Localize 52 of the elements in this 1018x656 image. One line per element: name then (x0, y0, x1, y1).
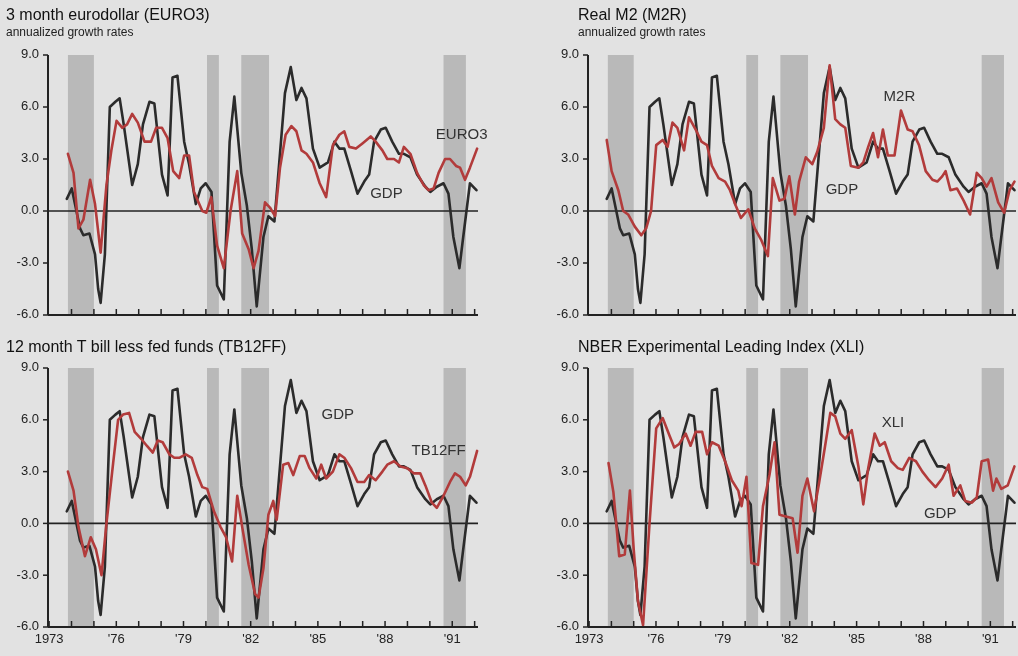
x-tick-label: '91 (443, 631, 461, 646)
chart-title: 12 month T bill less fed funds (TB12FF) (6, 338, 287, 355)
series-label: EURO3 (435, 124, 488, 142)
y-tick-label: 9.0 (20, 359, 39, 375)
x-tick-label: '79 (175, 631, 192, 646)
x-tick-label: '88 (376, 631, 394, 646)
y-tick-label: 0.0 (560, 514, 579, 530)
y-tick-label: 6.0 (560, 411, 579, 427)
y-tick-label: 0.0 (20, 202, 39, 218)
chart-title: NBER Experimental Leading Index (XLI) (578, 338, 865, 355)
y-tick-label: -6.0 (16, 618, 39, 634)
y-tick-label: 0.0 (560, 202, 579, 218)
series-label: GDP (370, 183, 403, 201)
x-tick-label: 1973 (34, 631, 64, 646)
y-tick-label: -3.0 (556, 254, 579, 270)
x-tick-label: '85 (848, 631, 866, 646)
chart-subtitle: annualized growth rates (6, 25, 134, 39)
series-label: GDP (825, 180, 859, 198)
y-tick-label: 6.0 (20, 411, 39, 427)
chart-title: Real M2 (M2R) (578, 6, 687, 23)
y-tick-label: 9.0 (560, 359, 579, 375)
y-tick-label: 3.0 (20, 463, 39, 479)
x-tick-label: '76 (647, 631, 665, 646)
series-label: XLI (881, 413, 905, 431)
series-label: GDP (923, 503, 957, 521)
x-tick-label: '76 (107, 631, 125, 646)
series-label: M2R (883, 86, 916, 104)
y-tick-label: 3.0 (20, 150, 39, 166)
y-tick-label: -3.0 (16, 254, 39, 270)
y-tick-label: -3.0 (556, 566, 579, 582)
x-tick-label: '79 (714, 631, 732, 646)
y-tick-label: -3.0 (16, 566, 39, 582)
x-tick-label: '88 (915, 631, 932, 646)
y-tick-label: -6.0 (556, 306, 579, 322)
x-tick-label: '91 (981, 631, 999, 646)
y-tick-label: 6.0 (20, 98, 39, 114)
series-label: GDP (321, 404, 355, 422)
chart-subtitle: annualized growth rates (578, 25, 706, 39)
y-tick-label: 6.0 (560, 98, 579, 114)
x-tick-label: '85 (309, 631, 327, 646)
y-tick-label: 9.0 (560, 46, 579, 62)
y-tick-label: 3.0 (560, 463, 579, 479)
y-tick-label: 9.0 (20, 46, 39, 62)
y-tick-label: -6.0 (16, 306, 39, 322)
x-tick-label: '82 (781, 631, 799, 646)
y-tick-label: 3.0 (560, 150, 579, 166)
chart-title: 3 month eurodollar (EURO3) (6, 6, 210, 23)
x-tick-label: '82 (242, 631, 260, 646)
y-tick-label: 0.0 (20, 514, 39, 530)
y-tick-label: -6.0 (556, 618, 579, 634)
x-tick-label: 1973 (574, 631, 604, 646)
series-label: TB12FF (411, 440, 466, 458)
